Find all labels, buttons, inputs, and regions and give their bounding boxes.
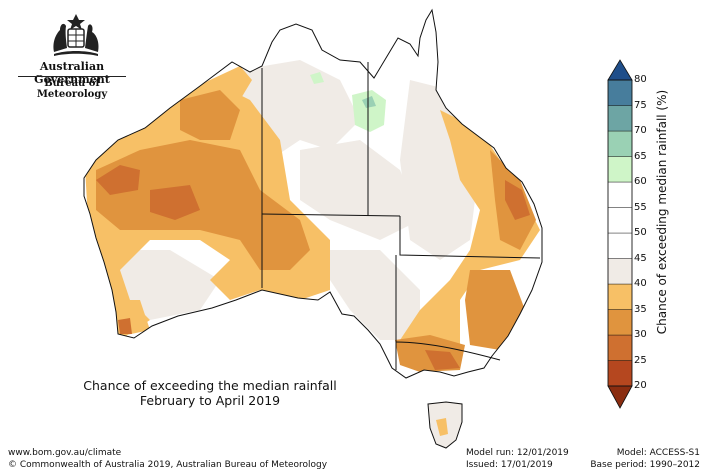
logo-divider [18,76,126,77]
legend-frame [607,79,633,387]
copyright-notice: © Commonwealth of Australia 2019, Austra… [8,460,328,470]
government-logo: Australian Government Bureau of Meteorol… [8,8,136,100]
tasmania-35-40 [436,418,448,436]
model-run-date: Model run: 12/01/2019 [466,448,569,458]
model-name: Model: ACCESS-S1 [616,448,700,458]
probability-shading [84,60,540,372]
region-25-30-pilbara [96,165,140,195]
base-period: Base period: 1990–2012 [590,460,700,470]
border-nt-sa [261,213,401,217]
website-link[interactable]: www.bom.gov.au/climate [8,448,122,458]
region-near-normal-south [330,250,420,340]
region-25-30-westcentral [150,185,200,220]
legend-band [607,258,633,285]
map-title: Chance of exceeding the median rainfall [83,378,337,393]
map-caption: Chance of exceeding the median rainfall … [50,378,370,408]
region-25-30-southwest [118,318,132,334]
region-60-65-arnhem [310,72,324,84]
region-30-35-north [180,90,240,140]
legend-tick-label: 75 [634,99,647,111]
tasmania [427,401,463,449]
legend-tick-label: 55 [634,201,647,213]
coastline [83,8,543,379]
legend-title: Chance of exceeding median rainfall (%) [655,89,669,335]
legend-tick-label: 25 [634,354,647,366]
legend-band [607,283,633,310]
legend-tick-label: 60 [634,176,647,187]
legend-tick-label: 45 [634,252,647,264]
region-30-35-southeast [465,270,525,350]
coat-of-arms-icon [53,14,99,56]
legend-tick-label: 35 [634,303,647,315]
legend-band [607,207,633,234]
legend-tick-label: 65 [634,150,647,162]
legend-tick-label: 70 [634,125,647,136]
region-25-30-gippsland [425,350,460,370]
legend-tick-label: 80 [634,74,647,85]
legend-band [607,232,633,259]
region-60-65-north [352,90,386,132]
legend-band [607,130,633,157]
legend-band [607,181,633,208]
legend-low-arrow [607,385,633,409]
region-25-30-northeast [505,180,530,220]
legend-tick-label: 40 [634,278,647,289]
region-30-35-west [96,140,310,270]
legend-band [607,334,633,361]
map-period: February to April 2019 [139,393,281,408]
legend-high-arrow [607,59,633,81]
region-65-70-north [362,96,376,108]
legend-colorbar [607,59,633,409]
legend-bands [607,79,633,387]
legend-band [607,79,633,106]
legend-band [607,309,633,336]
legend-band [607,156,633,183]
border-nsw-vic [395,341,501,361]
legend-tick-label: 50 [634,227,647,238]
legend-band [607,360,633,387]
legend-tick-label: 30 [634,329,647,340]
legend-tick-label: 20 [634,380,647,391]
agency-name: Bureau of Meteorology [36,78,108,100]
border-qld-nsw [399,216,541,259]
state-borders [261,62,541,370]
issued-date: Issued: 17/01/2019 [466,460,553,470]
legend-band [607,105,633,132]
